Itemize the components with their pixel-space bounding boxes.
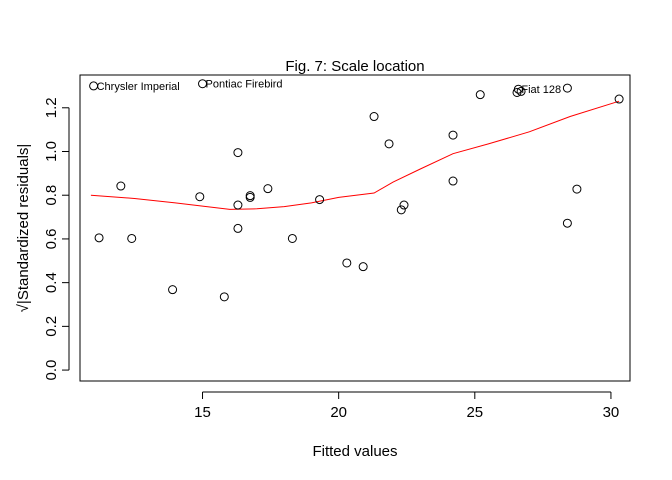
y-tick-label: 0.8 [43, 185, 60, 206]
data-point [127, 233, 137, 243]
x-axis: 15 20 25 30 [194, 391, 620, 421]
data-point [245, 192, 255, 202]
data-point [399, 200, 409, 210]
data-point [614, 94, 624, 104]
y-tick-label: 0.0 [43, 360, 60, 381]
data-point [198, 79, 208, 89]
data-point [369, 112, 379, 122]
y-tick-label: 1.2 [43, 97, 60, 118]
data-point [512, 87, 522, 97]
point-labels-layer: Chrysler Imperial Pontiac Firebird Fiat 12… [97, 79, 562, 96]
data-point [572, 184, 582, 194]
data-point [448, 176, 458, 186]
data-point [116, 181, 126, 191]
data-point [396, 205, 406, 215]
point-label: Fiat 128 [521, 84, 561, 96]
y-tick-label: 1.0 [43, 141, 60, 162]
data-point [168, 285, 178, 295]
data-point [475, 90, 485, 100]
data-point [342, 258, 352, 268]
y-axis-title: √|Standardized residuals| [15, 144, 32, 313]
x-tick-label: 15 [194, 404, 211, 421]
data-point [263, 184, 273, 194]
point-label: Chrysler Imperial [97, 81, 180, 93]
data-point [384, 139, 394, 149]
data-point [233, 223, 243, 233]
data-point [245, 191, 255, 201]
smoother-layer [90, 100, 620, 210]
data-point [195, 192, 205, 202]
y-tick-label: 0.6 [43, 228, 60, 249]
plot-area-frame [79, 74, 631, 382]
data-point [233, 148, 243, 158]
data-point [89, 81, 99, 91]
lowess-smoother-line [90, 100, 620, 210]
data-point [516, 86, 526, 96]
x-tick-label: 25 [466, 404, 483, 421]
data-point [315, 195, 325, 205]
chart-title: Fig. 7: Scale location [285, 58, 424, 75]
x-tick-label: 20 [330, 404, 347, 421]
data-point [219, 292, 229, 302]
data-point [562, 218, 572, 228]
point-label: Pontiac Firebird [206, 79, 283, 91]
data-point [287, 233, 297, 243]
data-point [562, 83, 572, 93]
y-tick-label: 0.2 [43, 316, 60, 337]
x-axis-title: Fitted values [312, 443, 397, 460]
points-layer [89, 79, 624, 302]
y-tick-label: 0.4 [43, 272, 60, 293]
data-point [94, 233, 104, 243]
data-point [233, 200, 243, 210]
y-axis: 0.0 0.2 0.4 0.6 0.8 1.0 1.2 [43, 97, 70, 381]
x-tick-label: 30 [603, 404, 620, 421]
data-point [448, 130, 458, 140]
data-point [358, 262, 368, 272]
